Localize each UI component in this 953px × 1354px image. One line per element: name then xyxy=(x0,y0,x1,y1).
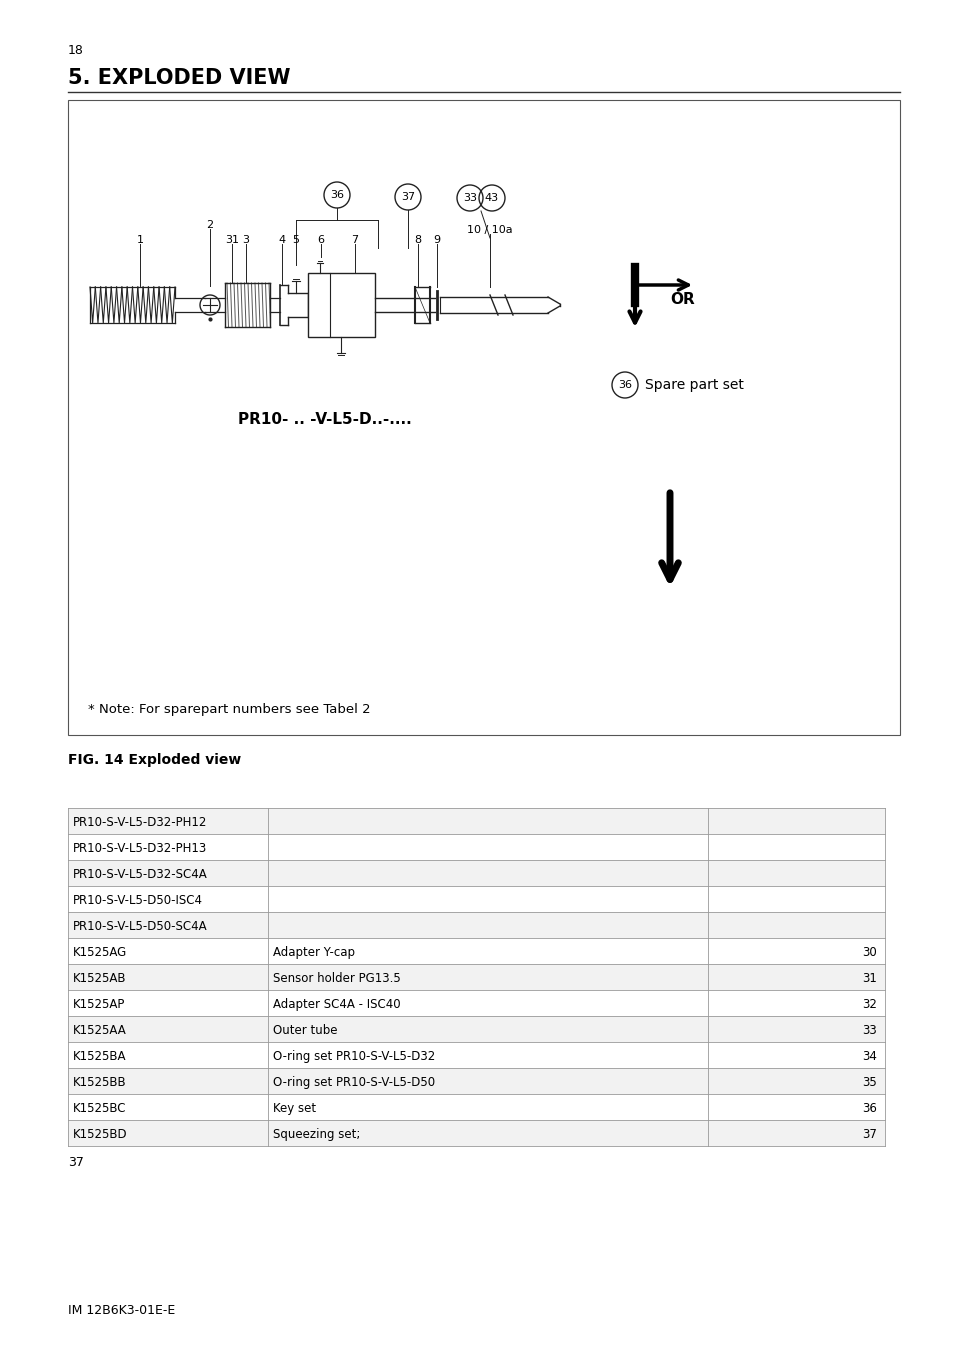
Text: 30: 30 xyxy=(862,946,876,959)
Text: 36: 36 xyxy=(618,380,631,390)
Text: PR10-S-V-L5-D32-SC4A: PR10-S-V-L5-D32-SC4A xyxy=(73,868,208,881)
Text: O-ring set PR10-S-V-L5-D32: O-ring set PR10-S-V-L5-D32 xyxy=(273,1049,435,1063)
Text: 8: 8 xyxy=(414,236,421,245)
Bar xyxy=(308,274,375,337)
Text: 43: 43 xyxy=(484,194,498,203)
Text: 31: 31 xyxy=(225,236,239,245)
Text: * Note: For sparepart numbers see Tabel 2: * Note: For sparepart numbers see Tabel … xyxy=(88,704,370,716)
Text: 3: 3 xyxy=(242,236,250,245)
Text: 4: 4 xyxy=(278,236,285,245)
Bar xyxy=(68,1068,884,1094)
Bar xyxy=(68,1094,884,1120)
Bar xyxy=(68,860,884,886)
Text: PR10-S-V-L5-D50-ISC4: PR10-S-V-L5-D50-ISC4 xyxy=(73,894,203,907)
Text: 33: 33 xyxy=(862,1024,876,1037)
Text: 37: 37 xyxy=(400,192,415,202)
Text: 32: 32 xyxy=(862,998,876,1011)
Text: IM 12B6K3-01E-E: IM 12B6K3-01E-E xyxy=(68,1304,175,1316)
Text: K1525BA: K1525BA xyxy=(73,1049,127,1063)
Text: Adapter SC4A - ISC40: Adapter SC4A - ISC40 xyxy=(273,998,400,1011)
Bar xyxy=(68,834,884,860)
Text: 9: 9 xyxy=(433,236,440,245)
Text: 36: 36 xyxy=(862,1102,876,1114)
Text: Sensor holder PG13.5: Sensor holder PG13.5 xyxy=(273,972,400,984)
Text: PR10-S-V-L5-D50-SC4A: PR10-S-V-L5-D50-SC4A xyxy=(73,919,208,933)
Text: 37: 37 xyxy=(68,1155,84,1169)
Text: K1525AP: K1525AP xyxy=(73,998,125,1011)
Text: 5. EXPLODED VIEW: 5. EXPLODED VIEW xyxy=(68,68,291,88)
Text: K1525AG: K1525AG xyxy=(73,946,127,959)
Bar xyxy=(68,1120,884,1145)
Text: PR10-S-V-L5-D32-PH12: PR10-S-V-L5-D32-PH12 xyxy=(73,816,207,829)
Bar xyxy=(68,913,884,938)
Text: 37: 37 xyxy=(862,1128,876,1141)
Bar xyxy=(68,808,884,834)
Text: 5: 5 xyxy=(293,236,299,245)
Text: 18: 18 xyxy=(68,43,84,57)
Text: O-ring set PR10-S-V-L5-D50: O-ring set PR10-S-V-L5-D50 xyxy=(273,1076,435,1089)
Text: Spare part set: Spare part set xyxy=(644,378,743,393)
Text: OR: OR xyxy=(669,292,694,307)
Text: 1: 1 xyxy=(136,236,143,245)
Bar xyxy=(68,1043,884,1068)
Bar xyxy=(68,990,884,1016)
Text: Outer tube: Outer tube xyxy=(273,1024,337,1037)
Bar xyxy=(68,100,899,735)
Bar xyxy=(68,1016,884,1043)
Text: K1525BB: K1525BB xyxy=(73,1076,127,1089)
Text: 2: 2 xyxy=(206,219,213,230)
Text: 36: 36 xyxy=(330,190,344,200)
Text: 31: 31 xyxy=(862,972,876,984)
Text: PR10- .. -V-L5-D..-....: PR10- .. -V-L5-D..-.... xyxy=(238,413,412,428)
Text: K1525BC: K1525BC xyxy=(73,1102,127,1114)
Bar xyxy=(68,938,884,964)
Text: 35: 35 xyxy=(862,1076,876,1089)
Text: Adapter Y-cap: Adapter Y-cap xyxy=(273,946,355,959)
Text: K1525AA: K1525AA xyxy=(73,1024,127,1037)
Text: PR10-S-V-L5-D32-PH13: PR10-S-V-L5-D32-PH13 xyxy=(73,842,207,854)
Bar xyxy=(68,886,884,913)
Text: K1525BD: K1525BD xyxy=(73,1128,128,1141)
Text: 33: 33 xyxy=(462,194,476,203)
Text: Squeezing set;: Squeezing set; xyxy=(273,1128,360,1141)
Text: FIG. 14 Exploded view: FIG. 14 Exploded view xyxy=(68,753,241,766)
Text: 10 / 10a: 10 / 10a xyxy=(467,225,513,236)
Text: Key set: Key set xyxy=(273,1102,315,1114)
Text: 6: 6 xyxy=(317,236,324,245)
Text: 7: 7 xyxy=(351,236,358,245)
Bar xyxy=(68,964,884,990)
Text: K1525AB: K1525AB xyxy=(73,972,127,984)
Text: 34: 34 xyxy=(862,1049,876,1063)
